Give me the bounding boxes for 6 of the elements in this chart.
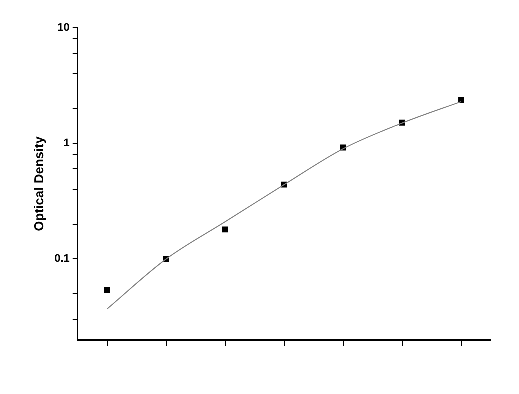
point [104,287,110,294]
y-axis-title: Optical Density [31,136,46,232]
point [222,226,228,233]
y-tick-label: 0.1 [54,253,70,266]
y-tick-label: 10 [58,22,70,34]
y-tick-label: 1 [64,138,70,150]
